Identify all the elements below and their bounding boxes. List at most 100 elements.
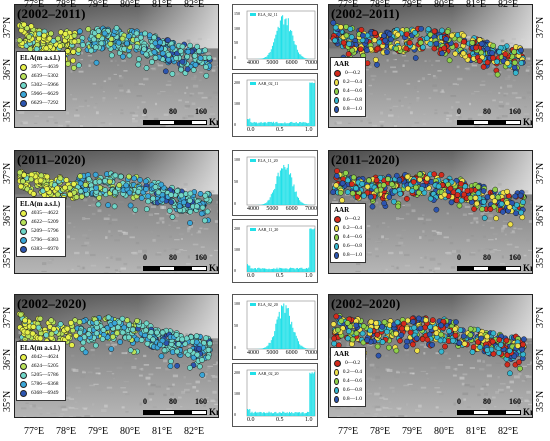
- histogram-bar: [285, 123, 287, 126]
- glacier-marker: [418, 186, 425, 192]
- glacier-marker: [330, 189, 336, 196]
- histogram-x-tick: 4000: [247, 350, 259, 356]
- aar-legend: AAR 0—0.2 0.2—0.4 0.4—0.6 0.6—0.8 0.8—1.0: [330, 57, 366, 117]
- histogram-bar: [302, 412, 304, 416]
- glacier-marker: [384, 49, 390, 55]
- histogram-bar: [287, 269, 289, 272]
- aar-map-panel: (2002–2011) AAR 0—0.2 0.2—0.4 0.4—0.6 0.6—0.8…: [328, 4, 533, 128]
- histogram-bar: [287, 413, 289, 416]
- glacier-marker: [187, 42, 194, 49]
- histogram-x-tick: 1.0: [305, 273, 313, 279]
- histogram-bar: [248, 265, 250, 272]
- glacier-marker: [337, 24, 344, 30]
- histogram-legend-swatch: [250, 372, 256, 375]
- legend-item: 0.4—0.6: [334, 377, 362, 386]
- legend-label: 4622—5209: [31, 219, 59, 225]
- scale-segment: [143, 409, 159, 415]
- legend-item: 0—0.2: [334, 69, 362, 78]
- scale-segment: [489, 119, 505, 125]
- histogram-bar: [270, 268, 272, 272]
- histogram-bar: [279, 20, 281, 59]
- histogram-bar: [281, 413, 283, 416]
- glacier-marker: [337, 189, 344, 196]
- aar-map-panel: (2002–2020) AAR 0—0.2 0.2—0.4 0.4—0.6 0.6—0.8…: [328, 294, 533, 418]
- histogram-bar: [270, 121, 272, 126]
- histogram-y-tick: 0: [234, 201, 236, 206]
- legend-item: 0.2—0.4: [334, 224, 362, 233]
- longitude-label-bottom: 79°E: [88, 426, 109, 437]
- histogram-bar: [247, 264, 249, 272]
- histogram-x-tick: 5000: [266, 350, 279, 356]
- glacier-marker: [413, 184, 419, 191]
- glacier-marker: [111, 320, 118, 326]
- glacier-marker: [345, 335, 351, 342]
- histogram-bar: [293, 331, 295, 349]
- glacier-marker: [359, 330, 366, 337]
- glacier-marker: [496, 350, 502, 356]
- legend-swatch: [20, 91, 27, 98]
- glacier-marker: [416, 171, 423, 178]
- glacier-marker: [126, 189, 133, 196]
- glacier-marker: [429, 342, 436, 348]
- histogram-bar: [293, 41, 295, 59]
- scale-numbers: 0 80 160: [143, 107, 218, 117]
- histogram-x-tick: 4000: [247, 206, 259, 212]
- glacier-marker: [406, 39, 413, 46]
- histogram-bar: [265, 122, 267, 126]
- glacier-marker: [77, 180, 84, 187]
- legend-swatch: [334, 216, 341, 223]
- histogram-bar: [304, 268, 306, 272]
- histogram-bar: [291, 321, 293, 349]
- scale-segment: [191, 409, 207, 415]
- glacier-marker: [412, 55, 419, 61]
- legend-swatch: [20, 237, 27, 244]
- glacier-marker: [452, 332, 459, 339]
- histogram-bar: [252, 122, 254, 126]
- glacier-marker: [456, 339, 463, 346]
- histogram-x-tick: 0.5: [276, 127, 284, 133]
- glacier-marker: [43, 45, 50, 52]
- glacier-marker: [50, 38, 57, 44]
- glacier-marker: [345, 51, 352, 57]
- glacier-marker: [471, 206, 477, 212]
- glacier-marker: [500, 209, 506, 215]
- glacier-marker: [504, 200, 511, 206]
- histogram-bar: [294, 122, 296, 126]
- glacier-marker: [467, 195, 474, 201]
- legend-item: 6368—6949: [20, 389, 62, 398]
- histogram-bar: [303, 57, 305, 59]
- histogram-legend-swatch: [250, 13, 256, 16]
- legend-item: 5302—5966: [20, 81, 62, 90]
- glacier-marker: [148, 329, 155, 336]
- glacier-marker: [373, 177, 380, 184]
- histogram-bar: [310, 82, 312, 126]
- histogram-bar: [303, 347, 305, 349]
- histogram-bar: [285, 169, 287, 205]
- histogram-bar: [303, 268, 305, 272]
- histogram-bar: [249, 265, 251, 272]
- legend-swatch: [334, 360, 341, 367]
- glacier-marker: [411, 324, 418, 331]
- glacier-marker: [381, 32, 387, 39]
- glacier-marker: [502, 51, 509, 58]
- glacier-marker: [381, 200, 387, 207]
- glacier-marker: [520, 351, 527, 358]
- glacier-marker: [357, 46, 364, 53]
- ela-histogram: ELA_11_20 4000 5000 6000 7000 0 50 100: [232, 150, 318, 216]
- histogram-bar: [285, 268, 287, 272]
- scale-number: 160: [195, 253, 207, 262]
- histogram-bar: [290, 122, 292, 126]
- histogram-bar: [275, 34, 277, 59]
- histogram-bar: [274, 268, 276, 272]
- glacier-marker: [102, 187, 108, 193]
- histogram-bar: [276, 267, 278, 272]
- histogram-bar: [281, 16, 283, 60]
- glacier-marker: [177, 48, 184, 55]
- scale-segment: [473, 409, 489, 415]
- glacier-marker: [511, 64, 518, 71]
- glacier-marker: [364, 337, 370, 343]
- histogram-bar: [271, 413, 273, 416]
- glacier-marker: [461, 191, 467, 198]
- latitude-label: 35°N: [535, 390, 546, 412]
- scale-number: 80: [169, 397, 177, 406]
